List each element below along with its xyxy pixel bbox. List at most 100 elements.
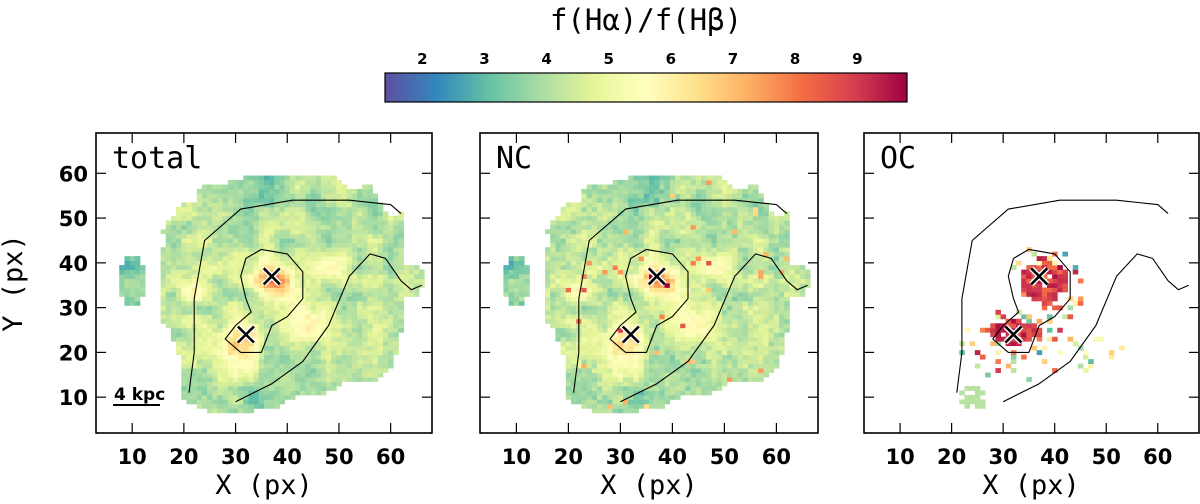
heatmap-cell <box>508 296 515 302</box>
heatmap-cell <box>181 390 187 396</box>
heatmap-cell <box>706 359 712 364</box>
heatmap-cell <box>134 283 141 288</box>
heatmap-cell <box>524 283 530 288</box>
heatmap-cell <box>253 341 260 347</box>
heatmap-cell <box>351 265 358 270</box>
heatmap-cell <box>597 300 603 306</box>
heatmap-cell <box>612 390 619 396</box>
heatmap-cell <box>232 260 239 266</box>
heatmap-cell <box>191 359 198 364</box>
heatmap-cell <box>649 309 655 315</box>
heatmap-cell <box>773 363 780 369</box>
heatmap-cell <box>300 377 306 382</box>
heatmap-cell <box>279 327 286 333</box>
heatmap-cell <box>300 372 306 378</box>
heatmap-cell <box>669 211 676 217</box>
heatmap-cell <box>243 385 249 391</box>
heatmap-cell <box>181 274 187 279</box>
heatmap-cell <box>238 242 244 248</box>
heatmap-cell <box>269 390 275 396</box>
heatmap-cell <box>305 265 311 270</box>
heatmap-cell <box>519 278 525 284</box>
heatmap-cell <box>124 274 130 279</box>
heatmap-cell <box>372 345 379 351</box>
heatmap-cell <box>305 363 311 369</box>
heatmap-cell <box>310 278 317 284</box>
heatmap-cell <box>597 291 603 297</box>
heatmap-cell <box>382 269 389 275</box>
heatmap-cell <box>1072 265 1079 270</box>
heatmap-cell <box>643 296 650 302</box>
heatmap-cell <box>695 215 702 221</box>
nucleus-marker <box>236 325 255 344</box>
heatmap-cell <box>326 341 332 347</box>
heatmap-cell <box>134 274 141 279</box>
heatmap-cell <box>737 377 743 382</box>
heatmap-cell <box>597 318 603 324</box>
heatmap-cell <box>326 336 332 342</box>
heatmap-cell <box>571 229 577 235</box>
heatmap-cell <box>351 341 358 347</box>
heatmap-cell <box>264 260 270 266</box>
heatmap-cell <box>377 363 384 369</box>
heatmap-cell <box>227 354 234 360</box>
heatmap-cell <box>315 372 322 378</box>
heatmap-cell <box>264 180 270 185</box>
heatmap-cell <box>336 327 342 333</box>
heatmap-cell <box>586 274 593 279</box>
heatmap-cell <box>649 238 655 244</box>
heatmap-cell <box>773 215 780 221</box>
heatmap-cell <box>680 354 686 360</box>
heatmap-cell <box>768 359 775 364</box>
heatmap-cell <box>685 242 691 248</box>
heatmap-cell <box>654 354 660 360</box>
heatmap-cell <box>388 274 394 279</box>
heatmap-cell <box>1021 287 1027 293</box>
heatmap-cell <box>742 296 749 302</box>
heatmap-cell <box>346 287 353 293</box>
heatmap-cell <box>248 296 255 302</box>
heatmap-cell <box>758 332 764 338</box>
heatmap-cell <box>581 372 587 378</box>
heatmap-cell <box>695 260 702 266</box>
heatmap-cell <box>727 372 733 378</box>
heatmap-cell <box>248 345 255 351</box>
heatmap-cell <box>747 220 754 226</box>
heatmap-cell <box>721 336 728 342</box>
heatmap-cell <box>264 184 270 190</box>
heatmap-cell <box>680 238 686 244</box>
heatmap-cell <box>320 287 327 293</box>
heatmap-cell <box>784 300 790 306</box>
heatmap-cell <box>675 265 681 270</box>
heatmap-cell <box>654 291 660 297</box>
heatmap-cell <box>581 377 587 382</box>
heatmap-cell <box>643 323 650 329</box>
heatmap-cell <box>207 274 213 279</box>
heatmap-cell <box>289 188 296 194</box>
heatmap-cell <box>279 336 286 342</box>
heatmap-cell <box>680 287 686 293</box>
heatmap-cell <box>591 336 598 342</box>
heatmap-cell <box>326 300 332 306</box>
heatmap-cell <box>571 291 577 297</box>
heatmap-cell <box>753 233 759 239</box>
heatmap-cell <box>305 215 311 221</box>
heatmap-cell <box>279 394 286 400</box>
heatmap-cell <box>591 247 598 253</box>
heatmap-cell <box>419 283 425 288</box>
heatmap-cell <box>565 309 572 315</box>
heatmap-cell <box>367 188 373 194</box>
heatmap-cell <box>716 368 723 373</box>
heatmap-cell <box>555 274 561 279</box>
heatmap-cell <box>170 332 177 338</box>
heatmap-cell <box>191 211 198 217</box>
heatmap-cell <box>675 175 681 181</box>
heatmap-cell <box>1016 260 1022 266</box>
heatmap-cell <box>581 399 587 405</box>
heatmap-cell <box>181 350 187 356</box>
heatmap-cell <box>362 332 368 338</box>
heatmap-cell <box>591 327 598 333</box>
heatmap-cell <box>279 206 286 212</box>
heatmap-cell <box>675 238 681 244</box>
heatmap-cell <box>597 368 603 373</box>
